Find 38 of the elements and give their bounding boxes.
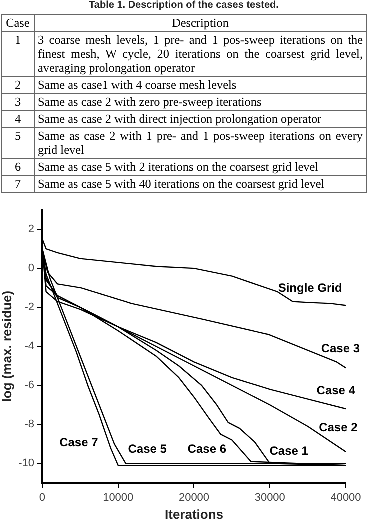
x-tick-label: 20000 [178,492,210,504]
y-tick-label: -10 [18,458,34,470]
text: Case [2,14,34,32]
x-tick-label: 30000 [254,492,286,504]
annotation: Single Grid [278,281,342,296]
caption: Table 1. Description of the cases tested. [88,0,280,12]
x-axis-title: Iterations [164,506,224,522]
annotation: Case 7 [60,436,99,450]
y-tick-label: 2 [28,224,34,236]
text: 5 [2,128,34,158]
y-tick-label: -2 [24,302,34,314]
text: 4 [2,110,34,128]
text: Same as case 2 with 1 pre- and 1 pos-sweep iterations on every grid level [34,128,366,158]
annotation: Case 6 [188,442,227,456]
text: 6 [2,158,34,176]
annotation: Case 2 [319,420,358,435]
x-tick-label: 40000 [330,492,362,504]
text: 3 coarse mesh levels, 1 pre- and 1 pos-sweep iterations on the finest mesh, W cycle, 20 iterations on the coarsest grid level, averaging prolongation operator [34,32,366,76]
text: Same as case1 with 4 coarse mesh levels [34,76,366,94]
annotation: Case 4 [316,383,356,398]
y-tick-label: -4 [24,340,34,353]
text: Same as case 5 with 40 iterations on the coarsest grid level [34,176,366,192]
annotation: Case 3 [321,342,360,356]
text: Same as case 2 with direct injection prolongation operator [34,110,366,128]
text: 7 [2,176,34,192]
y-axis-title: log (max. residue) [0,290,14,402]
text: Same as case 2 with zero pre-sweep iterations [34,94,366,110]
annotation: Case 5 [128,442,168,456]
text: Same as case 5 with 2 iterations on the coarsest grid level [34,158,366,176]
y-tick-label: -8 [24,418,34,431]
y-tick-label: 0 [28,262,34,275]
x-tick-label: 0 [39,492,46,504]
annotation: Case 1 [270,444,309,458]
text: 3 [2,94,34,110]
x-tick-label: 10000 [103,492,134,504]
text: Description [34,14,366,32]
y-tick-label: -6 [24,380,34,392]
text: 1 [2,32,34,76]
